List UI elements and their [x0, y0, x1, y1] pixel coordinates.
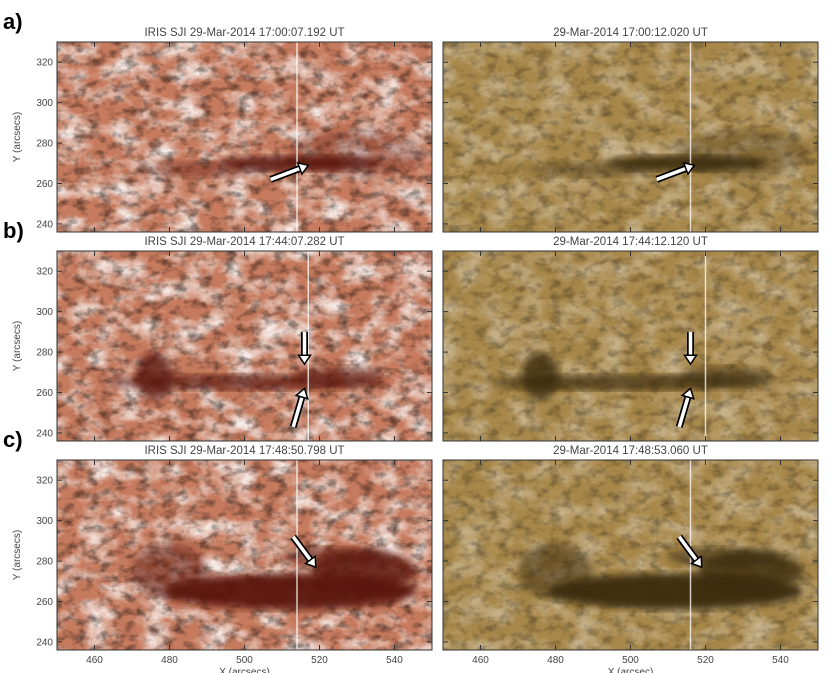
filament — [132, 543, 207, 600]
y-tick-label: 260 — [36, 388, 53, 399]
y-tick-label: 320 — [36, 476, 53, 487]
filament — [518, 543, 593, 600]
arrow-head — [682, 161, 696, 176]
y-tick-label: 260 — [36, 597, 53, 608]
arrow-head — [294, 387, 309, 400]
y-tick-label: 320 — [36, 267, 53, 278]
y-axis-label: Y (arcsecs) — [12, 112, 23, 162]
y-tick-label: 280 — [36, 348, 53, 359]
panel-label: a) — [3, 9, 23, 34]
x-axis-label: X (arcsec) — [608, 667, 654, 673]
solar-image — [443, 42, 818, 232]
arrow-head — [303, 554, 317, 569]
y-tick-label: 300 — [36, 307, 53, 318]
x-tick-label: 460 — [86, 655, 103, 666]
x-tick-label: 480 — [161, 655, 178, 666]
y-axis-label: Y (arcsecs) — [12, 530, 23, 580]
y-tick-label: 280 — [36, 139, 53, 150]
x-axis-label: X (arcsecs) — [219, 667, 270, 673]
y-tick-label: 240 — [36, 428, 53, 439]
panel-label: b) — [3, 218, 24, 243]
y-tick-label: 280 — [36, 557, 53, 568]
filament — [525, 161, 661, 178]
x-tick-label: 520 — [311, 655, 328, 666]
x-tick-label: 520 — [697, 655, 714, 666]
arrow-head — [683, 354, 698, 366]
x-tick-label: 540 — [386, 655, 403, 666]
filament — [135, 352, 174, 401]
y-tick-label: 240 — [36, 637, 53, 648]
filament — [521, 352, 560, 401]
image-dark — [443, 251, 818, 441]
panel-title: 29-Mar-2014 17:44:12.120 UT — [553, 236, 708, 248]
arrow-shaft — [291, 535, 312, 561]
filament — [675, 129, 811, 178]
y-tick-label: 260 — [36, 179, 53, 190]
solar-image — [443, 251, 818, 441]
x-tick-label: 480 — [547, 655, 564, 666]
arrow-head — [297, 354, 312, 366]
x-tick-label: 500 — [622, 655, 639, 666]
solar-image — [57, 42, 432, 232]
y-tick-label: 240 — [36, 219, 53, 230]
arrow-head — [689, 554, 703, 569]
arrow-shaft — [270, 166, 301, 182]
arrow-shaft — [677, 535, 698, 561]
y-tick-label: 300 — [36, 516, 53, 527]
arrow-head — [680, 387, 695, 400]
solar-image — [443, 460, 818, 650]
panel-title: IRIS SJI 29-Mar-2014 17:00:07.192 UT — [144, 27, 344, 39]
panel-title: IRIS SJI 29-Mar-2014 17:48:50.798 UT — [144, 445, 344, 457]
panel-label: c) — [3, 427, 23, 452]
solar-image — [57, 460, 432, 650]
x-tick-label: 540 — [772, 655, 789, 666]
arrow-shaft — [291, 396, 304, 428]
image-dark — [57, 251, 432, 441]
filament — [289, 129, 425, 178]
filament — [293, 366, 384, 387]
filament — [139, 161, 275, 178]
arrow-shaft — [656, 166, 687, 182]
x-tick-label: 500 — [236, 655, 253, 666]
y-axis-label: Y (arcsecs) — [12, 321, 23, 371]
panel-title: 29-Mar-2014 17:48:53.060 UT — [553, 445, 708, 457]
filament — [679, 366, 770, 387]
panel-title: IRIS SJI 29-Mar-2014 17:44:07.282 UT — [144, 236, 344, 248]
arrow-shaft — [677, 396, 690, 428]
y-tick-label: 300 — [36, 98, 53, 109]
arrow-head — [296, 161, 310, 176]
x-tick-label: 460 — [472, 655, 489, 666]
panel-title: 29-Mar-2014 17:00:12.020 UT — [553, 27, 708, 39]
solar-image — [57, 251, 432, 441]
y-tick-label: 320 — [36, 58, 53, 69]
